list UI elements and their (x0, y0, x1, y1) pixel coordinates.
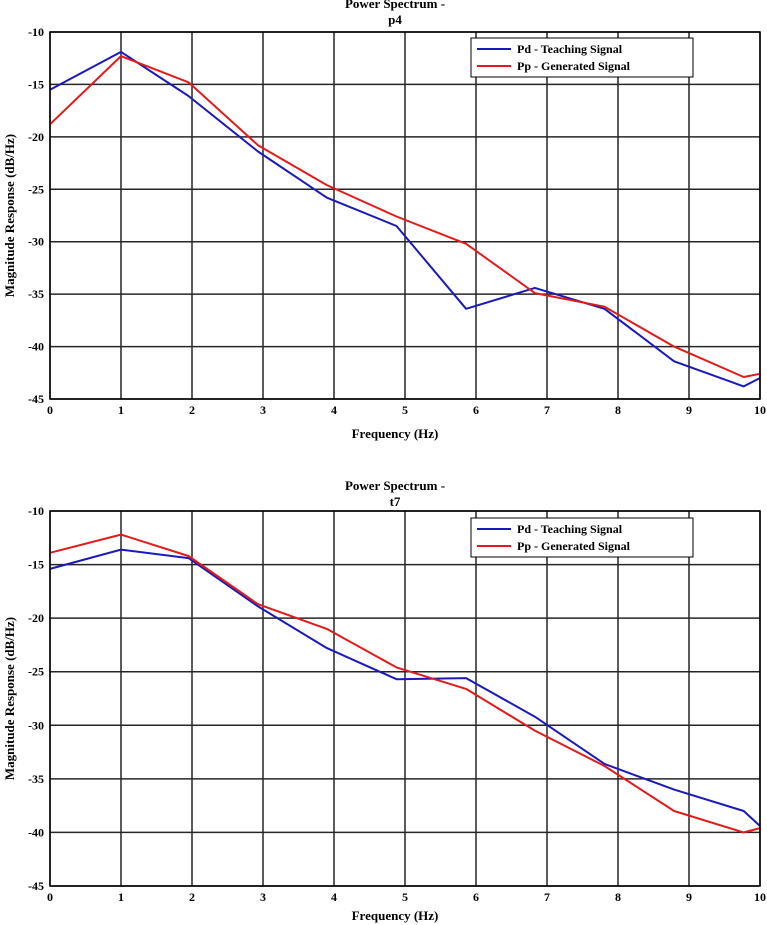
legend-box (470, 37, 694, 78)
x-tick-label: 6 (473, 890, 479, 904)
x-tick-label: 8 (615, 890, 621, 904)
series-line-pp (49, 55, 761, 378)
x-tick-label: 2 (189, 890, 195, 904)
chart-title-line-2: p4 (388, 12, 402, 27)
x-tick-label: 3 (260, 403, 266, 417)
x-tick-label: 5 (402, 890, 408, 904)
y-tick-label: -35 (28, 287, 44, 301)
y-tick-label: -25 (28, 665, 44, 679)
y-tick-label: -35 (28, 772, 44, 786)
plot-frame (49, 510, 761, 887)
x-tick-label: 10 (754, 890, 766, 904)
x-tick-label: 4 (331, 890, 337, 904)
x-axis-label: Frequency (Hz) (352, 908, 439, 923)
x-tick-label: 9 (686, 403, 692, 417)
x-tick-label: 4 (331, 403, 337, 417)
legend-entry: Pd - Teaching Signal (517, 42, 623, 56)
y-tick-label: -30 (28, 718, 44, 732)
x-tick-label: 9 (686, 890, 692, 904)
x-tick-label: 7 (544, 403, 550, 417)
x-tick-label: 1 (118, 890, 124, 904)
x-tick-label: 6 (473, 403, 479, 417)
chart-title-line-1: Power Spectrum - (345, 0, 445, 11)
plot-frame (49, 31, 761, 400)
x-tick-label: 0 (47, 890, 53, 904)
legend-entry: Pp - Generated Signal (517, 59, 631, 73)
y-axis-label: Magnitude Response (dB/Hz) (2, 134, 17, 297)
x-tick-label: 3 (260, 890, 266, 904)
x-tick-label: 1 (118, 403, 124, 417)
y-tick-label: -10 (28, 25, 44, 39)
y-tick-label: -45 (28, 392, 44, 406)
legend: Pd - Teaching Signal Pp - Generated Signa… (470, 517, 694, 558)
x-tick-label: 8 (615, 403, 621, 417)
y-axis-label: Magnitude Response (dB/Hz) (2, 617, 17, 780)
x-tick-label: 0 (47, 403, 53, 417)
chart-1: Power Spectrum -p4 0 1 2 3 4 5 6 7 8 9 10 -10 -15 -20 -… (2, 0, 766, 441)
y-tick-label: -15 (28, 558, 44, 572)
chart-title-line-1: Power Spectrum - (345, 478, 445, 493)
x-tick-label: 10 (754, 403, 766, 417)
y-tick-label: -25 (28, 182, 44, 196)
y-tick-label: -30 (28, 235, 44, 249)
legend-entry: Pd - Teaching Signal (517, 522, 623, 536)
chart-title-line-2: t7 (390, 494, 401, 509)
chart-2: Power Spectrum -t7 0 1 2 3 4 5 6 7 8 9 10 -10 -15 -20 -… (2, 478, 766, 923)
y-tick-label: -40 (28, 340, 44, 354)
legend-entry: Pp - Generated Signal (517, 539, 631, 553)
x-axis-label: Frequency (Hz) (352, 426, 439, 441)
y-tick-label: -10 (28, 504, 44, 518)
x-tick-label: 2 (189, 403, 195, 417)
legend-box (470, 517, 694, 558)
x-tick-label: 7 (544, 890, 550, 904)
y-tick-label: -15 (28, 77, 44, 91)
y-tick-label: -20 (28, 130, 44, 144)
series-line-pp (49, 533, 761, 834)
legend: Pd - Teaching Signal Pp - Generated Signa… (470, 37, 694, 78)
series-line-pd (49, 50, 761, 388)
y-tick-label: -20 (28, 611, 44, 625)
y-tick-label: -45 (28, 879, 44, 893)
x-tick-label: 5 (402, 403, 408, 417)
y-tick-label: -40 (28, 825, 44, 839)
